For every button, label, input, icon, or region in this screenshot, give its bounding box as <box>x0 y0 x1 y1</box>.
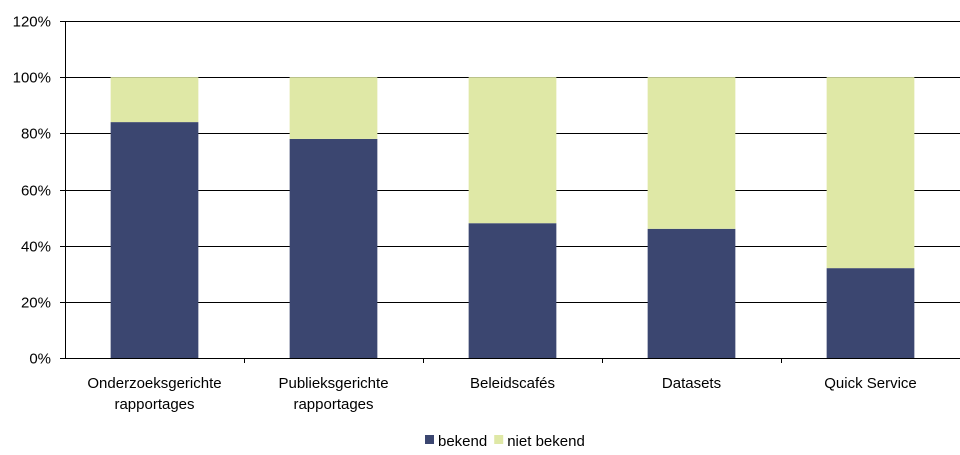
y-tick-label: 60% <box>21 183 51 200</box>
bar-segment-niet-bekend <box>647 77 736 229</box>
bar-segment-niet-bekend <box>289 77 378 139</box>
y-tick-label: 100% <box>13 70 51 87</box>
legend-swatch <box>425 435 434 444</box>
y-tick-label: 20% <box>21 295 51 312</box>
legend-label: niet bekend <box>507 433 585 450</box>
y-tick-label: 120% <box>13 14 51 31</box>
bar-segment-bekend <box>468 223 557 358</box>
x-category-label: rapportages <box>114 396 194 413</box>
y-tick-label: 40% <box>21 239 51 256</box>
bar-segment-niet-bekend <box>110 77 199 123</box>
axes: 0% 20% 40% 60% 80% 100% 120% Onderzoeksgerichte… <box>13 14 960 413</box>
x-category-label: Onderzoeksgerichte <box>87 375 221 392</box>
bar-segment-bekend <box>110 122 199 358</box>
x-category-label: Datasets <box>662 375 721 392</box>
legend: bekend niet bekend <box>425 433 585 450</box>
legend-swatch <box>494 435 504 444</box>
y-tick-label: 0% <box>29 351 51 368</box>
bars <box>110 77 915 358</box>
y-tick-label: 80% <box>21 126 51 143</box>
x-category-label: Quick Service <box>824 375 917 392</box>
legend-label: bekend <box>438 433 487 450</box>
bar-segment-bekend <box>826 268 915 358</box>
bar-segment-bekend <box>289 138 378 358</box>
x-category-label: Beleidscafés <box>470 375 555 392</box>
x-category-label: rapportages <box>293 396 373 413</box>
bar-segment-niet-bekend <box>826 77 915 269</box>
bar-segment-bekend <box>647 228 736 358</box>
x-category-label: Publieksgerichte <box>278 375 388 392</box>
bar-segment-niet-bekend <box>468 77 557 224</box>
